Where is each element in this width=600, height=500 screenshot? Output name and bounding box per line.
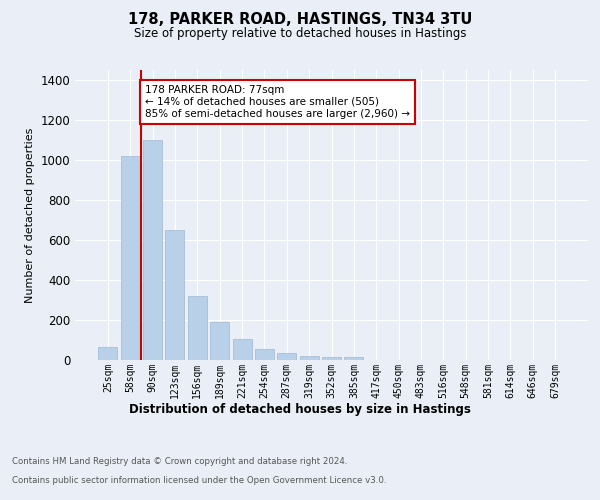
Text: Size of property relative to detached houses in Hastings: Size of property relative to detached ho… bbox=[134, 28, 466, 40]
Bar bbox=[143, 140, 162, 360]
Y-axis label: Number of detached properties: Number of detached properties bbox=[25, 128, 35, 302]
Bar bbox=[121, 156, 140, 360]
Bar bbox=[277, 353, 296, 360]
Bar bbox=[344, 357, 364, 360]
Bar bbox=[322, 357, 341, 360]
Text: Contains public sector information licensed under the Open Government Licence v3: Contains public sector information licen… bbox=[12, 476, 386, 485]
Bar bbox=[166, 230, 184, 360]
Bar bbox=[233, 339, 251, 360]
Text: Distribution of detached houses by size in Hastings: Distribution of detached houses by size … bbox=[129, 402, 471, 415]
Bar bbox=[255, 349, 274, 360]
Text: Contains HM Land Registry data © Crown copyright and database right 2024.: Contains HM Land Registry data © Crown c… bbox=[12, 458, 347, 466]
Bar bbox=[188, 296, 207, 360]
Bar bbox=[299, 356, 319, 360]
Bar bbox=[98, 347, 118, 360]
Text: 178, PARKER ROAD, HASTINGS, TN34 3TU: 178, PARKER ROAD, HASTINGS, TN34 3TU bbox=[128, 12, 472, 28]
Bar bbox=[210, 322, 229, 360]
Text: 178 PARKER ROAD: 77sqm
← 14% of detached houses are smaller (505)
85% of semi-de: 178 PARKER ROAD: 77sqm ← 14% of detached… bbox=[145, 86, 410, 118]
